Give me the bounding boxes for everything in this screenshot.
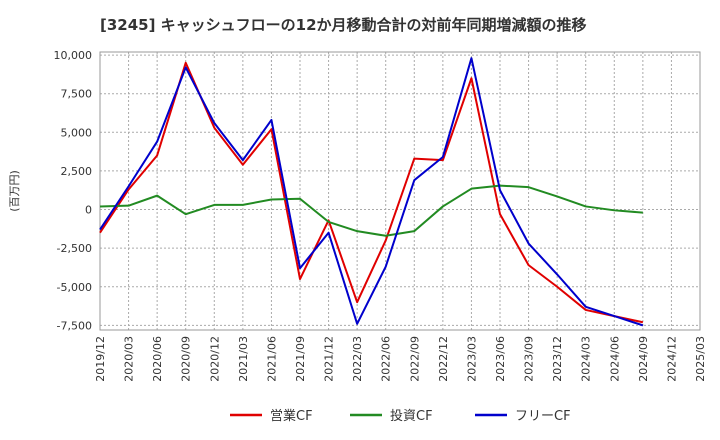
series-line-フリーCF: [99, 57, 644, 327]
legend: 営業CF 投資CF フリーCF: [230, 408, 571, 424]
y-tick-label: 7,500: [61, 88, 93, 101]
x-tick-label: 2021/12: [323, 336, 336, 382]
plot-frame: [99, 51, 701, 331]
y-axis-label: (百万円): [8, 170, 21, 212]
x-tick-label: 2020/06: [151, 336, 164, 382]
x-tick-label: 2025/03: [694, 336, 707, 382]
x-tick-label: 2022/06: [380, 336, 393, 382]
y-tick-label: -7,500: [57, 319, 92, 332]
x-tick-label: 2023/06: [494, 336, 507, 382]
x-tick-label: 2024/12: [665, 336, 678, 382]
legend-label: フリーCF: [515, 409, 571, 424]
x-tick-label: 2020/12: [208, 336, 221, 382]
y-tick-label: -5,000: [57, 281, 92, 294]
x-tick-label: 2024/06: [608, 336, 621, 382]
x-tick-label: 2020/09: [180, 336, 193, 382]
x-tick-label: 2020/03: [123, 336, 136, 382]
y-tick-label: 5,000: [61, 126, 93, 139]
x-tick-label: 2024/03: [580, 336, 593, 382]
y-tick-label: -2,500: [57, 242, 92, 255]
series-line-営業CF: [99, 61, 644, 324]
x-tick-labels: 2019/12 2020/03 2020/06 2020/09 2020/12 2021/…: [94, 336, 707, 382]
y-tick-labels: 10,000 7,500 5,000 2,500 0 -2,500 -5,000 -7,500: [54, 49, 93, 332]
series-line-投資CF: [99, 184, 643, 237]
grid-layer: [100, 52, 700, 330]
legend-label: 投資CF: [390, 408, 433, 424]
x-tick-label: 2022/09: [408, 336, 421, 382]
legend-label: 営業CF: [270, 408, 313, 424]
x-tick-label: 2021/06: [265, 336, 278, 382]
series-layer: [99, 57, 644, 327]
y-tick-label: 10,000: [54, 49, 93, 62]
x-tick-label: 2023/03: [465, 336, 478, 382]
x-tick-label: 2019/12: [94, 336, 107, 382]
y-tick-label: 0: [85, 204, 92, 217]
x-tick-label: 2024/09: [637, 336, 650, 382]
chart-title: [3245] キャッシュフローの12か月移動合計の対前年同期増減額の推移: [100, 16, 587, 34]
x-tick-label: 2023/12: [551, 336, 564, 382]
x-tick-label: 2021/03: [237, 336, 250, 382]
y-tick-label: 2,500: [61, 165, 93, 178]
x-tick-label: 2022/03: [351, 336, 364, 382]
x-tick-label: 2022/12: [437, 336, 450, 382]
x-tick-label: 2021/09: [294, 336, 307, 382]
x-tick-label: 2023/09: [523, 336, 536, 382]
